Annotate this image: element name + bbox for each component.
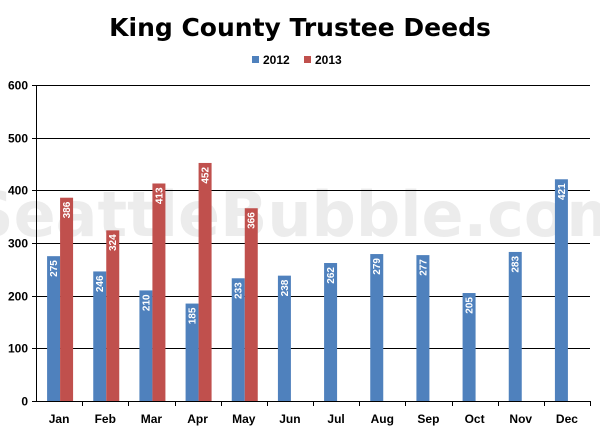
x-axis-ticks: Jan Feb Mar Apr May Jun Jul Aug Sep Oct Nov Dec <box>49 401 591 426</box>
chart-title: King County Trustee Deeds <box>109 13 491 42</box>
data-label: 205 <box>465 297 476 314</box>
bar-2012-oct <box>462 293 476 401</box>
x-tick-label: May <box>232 412 256 426</box>
y-tick-label: 300 <box>8 237 28 251</box>
bar-2012-may <box>231 278 245 401</box>
watermark-text: SeattleBubble.com <box>0 178 600 251</box>
bar-2013-may <box>244 208 258 401</box>
bar-2012-jan <box>47 256 61 401</box>
x-tick-label: Feb <box>95 412 116 426</box>
x-tick-label: Mar <box>141 412 163 426</box>
bar-2013-apr <box>198 162 212 401</box>
legend-label-2013: 2013 <box>315 53 342 67</box>
data-label: 413 <box>154 187 165 204</box>
data-label: 246 <box>95 275 106 292</box>
data-label: 386 <box>62 201 73 218</box>
data-label: 275 <box>49 260 60 277</box>
data-label: 283 <box>511 256 522 273</box>
y-tick-label: 0 <box>21 395 28 409</box>
x-tick-label: Jul <box>327 412 344 426</box>
data-label: 210 <box>141 294 152 311</box>
x-tick-label: Apr <box>187 412 208 426</box>
bar-2012-dec <box>554 179 568 401</box>
bar-2013-jan <box>60 197 74 401</box>
bar-2012-mar <box>139 290 153 401</box>
data-label: 185 <box>188 307 199 324</box>
bar-2012-sep <box>416 255 430 401</box>
bar-2012-jun <box>277 275 291 401</box>
y-tick-label: 200 <box>8 290 28 304</box>
legend: 2012 2013 <box>252 53 342 67</box>
data-label: 366 <box>247 212 258 229</box>
bars: 275 386 246 324 210 413 185 452 233 366 238 262 279 2… <box>47 162 568 401</box>
x-tick-label: Dec <box>556 412 578 426</box>
x-tick-label: Sep <box>417 412 439 426</box>
bar-2012-jul <box>324 263 338 401</box>
y-tick-label: 600 <box>8 79 28 93</box>
bar-2012-aug <box>370 254 384 401</box>
data-label: 421 <box>557 183 568 200</box>
bar-2012-feb <box>93 271 107 401</box>
data-label: 279 <box>372 258 383 275</box>
data-label: 233 <box>234 282 245 299</box>
y-tick-label: 500 <box>8 132 28 146</box>
y-axis-ticks: 0 100 200 300 400 500 600 <box>8 79 36 409</box>
x-tick-label: Aug <box>371 412 394 426</box>
y-tick-label: 100 <box>8 342 28 356</box>
bar-2013-mar <box>152 183 166 401</box>
x-tick-label: Jun <box>279 412 300 426</box>
data-label: 324 <box>108 234 119 251</box>
data-label: 238 <box>280 279 291 296</box>
bar-2012-apr <box>185 303 199 401</box>
bar-2013-feb <box>106 230 120 401</box>
data-label: 262 <box>326 267 337 284</box>
bar-2012-nov <box>508 251 522 401</box>
data-label: 452 <box>201 167 212 184</box>
legend-label-2012: 2012 <box>263 53 290 67</box>
legend-swatch-2012 <box>252 56 259 63</box>
data-label: 277 <box>418 259 429 276</box>
x-tick-label: Oct <box>465 412 485 426</box>
y-tick-label: 400 <box>8 184 28 198</box>
x-tick-label: Jan <box>49 412 70 426</box>
x-tick-label: Nov <box>509 412 532 426</box>
legend-swatch-2013 <box>304 56 311 63</box>
gridlines <box>36 85 590 349</box>
